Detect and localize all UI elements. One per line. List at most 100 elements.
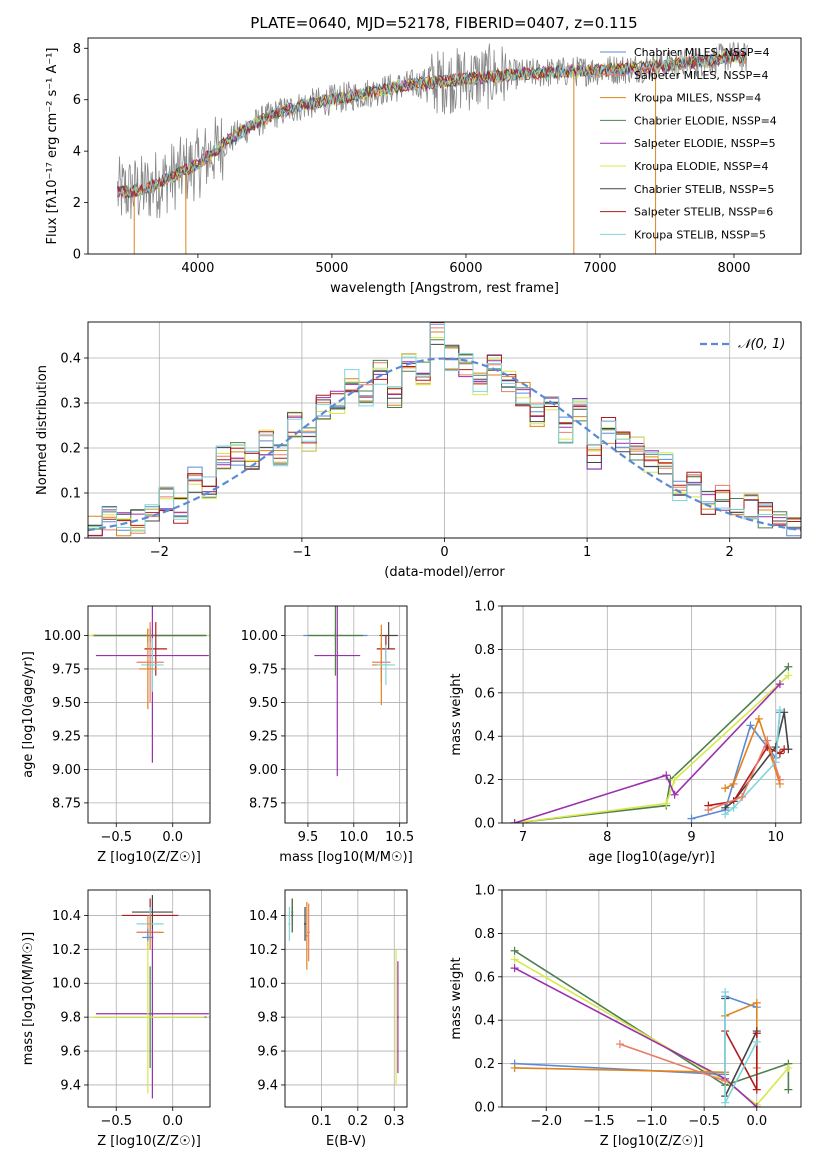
x-tick-label: 4000 xyxy=(181,261,214,276)
y-tick-label: 8 xyxy=(73,42,81,57)
mass-weight-line xyxy=(724,716,781,790)
normal-curve-line xyxy=(88,357,801,532)
x-tick-label: 9.5 xyxy=(298,830,319,845)
mass-weight-marker xyxy=(752,1085,761,1094)
y-tick-label: 9.00 xyxy=(249,763,278,778)
x-axis-label: (data-model)/error xyxy=(384,565,505,580)
mass-weight-vs-age-frame xyxy=(501,605,802,824)
y-tick-label: 9.6 xyxy=(60,1045,81,1060)
mass-vs-Z-plot-area xyxy=(91,895,209,1099)
y-tick-label: 9.50 xyxy=(249,696,278,711)
y-tick-label: 0.6 xyxy=(474,686,495,701)
y-tick-label: 4 xyxy=(73,145,81,160)
y-axis-label: mass [log10(M/M☉)] xyxy=(21,932,36,1065)
y-tick-label: 8.75 xyxy=(52,796,81,811)
mass-weight-marker xyxy=(784,662,793,671)
y-tick-label: 0.0 xyxy=(60,532,81,547)
mass-weight-marker xyxy=(615,1040,624,1049)
mass-weight-marker xyxy=(670,790,679,799)
mass-weight-marker xyxy=(784,671,793,680)
x-tick-label: 10 xyxy=(767,830,784,845)
mass-weight-vs-Z-frame xyxy=(501,889,802,1108)
mass-weight-marker xyxy=(775,706,784,715)
mass-weight-line xyxy=(619,1043,726,1082)
x-tick-label: 0 xyxy=(440,545,448,560)
x-axis-label: Z [log10(Z/Z☉)] xyxy=(97,850,201,865)
x-tick-label: 0.3 xyxy=(384,1114,405,1129)
x-tick-label: 7 xyxy=(519,830,527,845)
mass-weight-vs-age-plot-area xyxy=(510,662,793,823)
y-tick-label: 10.2 xyxy=(249,943,278,958)
y-tick-label: 0.2 xyxy=(474,773,495,788)
x-tick-label: −2 xyxy=(150,545,169,560)
y-tick-label: 9.8 xyxy=(60,1011,81,1026)
mass-vs-ebv-plot-area xyxy=(288,898,399,1085)
x-tick-label: 0.2 xyxy=(347,1114,368,1129)
x-tick-label: 6000 xyxy=(449,261,482,276)
legend-entry: Salpeter STELIB, NSSP=6 xyxy=(634,206,773,219)
y-tick-label: 10.4 xyxy=(52,909,81,924)
legend-entry: Salpeter MILES, NSSP=4 xyxy=(634,69,768,82)
mass-vs-Z-frame xyxy=(87,889,211,1108)
y-tick-label: 9.6 xyxy=(257,1045,278,1060)
y-tick-label: 10.00 xyxy=(44,629,81,644)
mass-weight-marker xyxy=(510,819,519,823)
x-axis-label: mass [log10(M/M☉)] xyxy=(279,850,412,865)
mass-weight-line xyxy=(708,738,781,811)
mass-weight-vs-Z-axes: −2.0 −1.5 −1.0 −0.5 0.0 0.0 0.2 0.4 0.6 0.8 1.0 Z [… xyxy=(449,884,801,1149)
x-tick-label: 0.1 xyxy=(311,1114,332,1129)
y-tick-label: 0.0 xyxy=(474,1101,495,1116)
x-tick-label: −0.5 xyxy=(100,1114,132,1129)
mass-weight-marker xyxy=(704,805,713,814)
x-tick-label: 10.0 xyxy=(339,830,368,845)
mass-weight-vs-Z-plot-area xyxy=(510,946,793,1107)
y-tick-label: 9.00 xyxy=(52,763,81,778)
mass-weight-marker xyxy=(784,1063,793,1072)
x-tick-label: 7000 xyxy=(583,261,616,276)
y-tick-label: 10.00 xyxy=(241,629,278,644)
x-tick-label: −0.5 xyxy=(688,1114,720,1129)
x-tick-label: −1.5 xyxy=(583,1114,615,1129)
mass-weight-line xyxy=(724,710,781,815)
spectrum-plot-area xyxy=(117,41,748,254)
mass-weight-marker xyxy=(662,771,671,780)
y-tick-label: 0.4 xyxy=(474,1014,495,1029)
mass-weight-marker xyxy=(763,736,772,745)
mass-weight-line xyxy=(514,1001,758,1074)
mass-weight-line xyxy=(514,967,758,1107)
y-tick-label: 0.8 xyxy=(474,927,495,942)
mass-weight-marker xyxy=(721,1076,730,1085)
y-tick-label: 6 xyxy=(73,93,81,108)
x-tick-label: 2 xyxy=(726,545,734,560)
y-tick-label: 9.25 xyxy=(52,729,81,744)
x-tick-label: −2.0 xyxy=(530,1114,562,1129)
y-tick-label: 0.2 xyxy=(60,442,81,457)
mass-weight-marker xyxy=(510,955,519,964)
x-tick-label: 0.0 xyxy=(162,830,183,845)
mass-weight-marker xyxy=(662,799,671,808)
y-tick-label: 9.25 xyxy=(249,729,278,744)
y-tick-label: 9.8 xyxy=(257,1011,278,1026)
x-tick-label: 8 xyxy=(603,830,611,845)
y-tick-label: 10.0 xyxy=(52,977,81,992)
y-tick-label: 1.0 xyxy=(474,600,495,615)
mass-weight-marker xyxy=(721,1098,730,1107)
legend-entry: Chabrier MILES, NSSP=4 xyxy=(634,46,770,59)
spectrum-axes: 4000 5000 6000 7000 8000 0 2 4 6 8 wavelength [Ang… xyxy=(45,42,751,296)
x-tick-label: 0.0 xyxy=(746,1114,767,1129)
y-tick-label: 0.3 xyxy=(60,397,81,412)
mass-weight-marker xyxy=(670,775,679,784)
mass-weight-marker xyxy=(780,745,789,754)
age-vs-mass-plot-area xyxy=(303,606,398,777)
mass-weight-marker xyxy=(721,810,730,819)
y-tick-label: 10.0 xyxy=(249,977,278,992)
mass-weight-marker xyxy=(775,749,784,758)
y-tick-label: 9.75 xyxy=(249,662,278,677)
mass-weight-line xyxy=(514,674,789,823)
mass-weight-line xyxy=(514,995,758,1076)
y-tick-label: 0.4 xyxy=(60,352,81,367)
x-axis-label: wavelength [Angstrom, rest frame] xyxy=(330,281,559,296)
y-tick-label: 9.4 xyxy=(257,1078,278,1093)
x-tick-label: 5000 xyxy=(315,261,348,276)
x-axis-label: Z [log10(Z/Z☉)] xyxy=(97,1134,201,1149)
